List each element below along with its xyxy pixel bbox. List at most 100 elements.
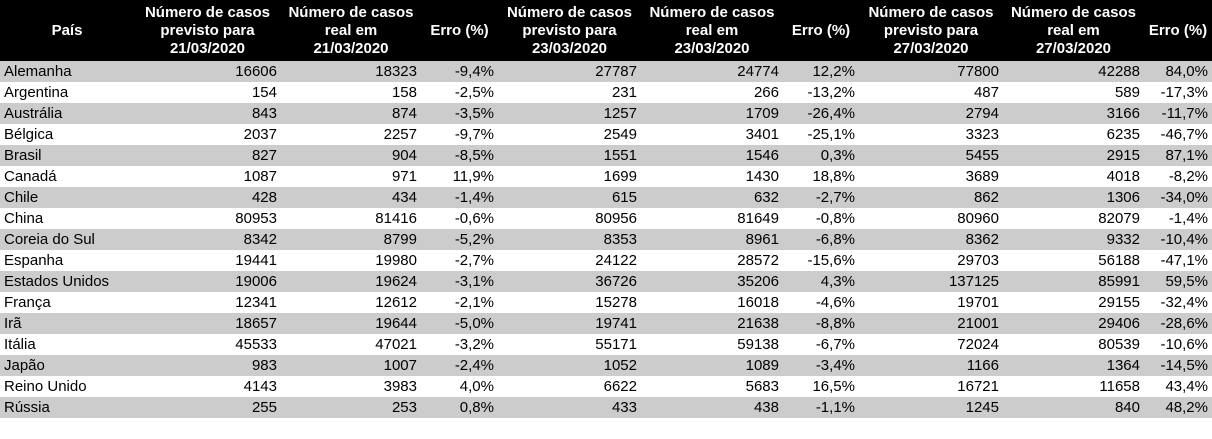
- cell-error-21-03: -5,2%: [421, 229, 498, 250]
- cell-error-27-03: -17,3%: [1144, 82, 1212, 103]
- cell-predicted-27-03: 1166: [859, 355, 1003, 376]
- cell-predicted-27-03: 487: [859, 82, 1003, 103]
- cell-real-21-03: 19644: [281, 313, 421, 334]
- table-row: Austrália 843 874 -3,5% 1257 1709 -26,4% 2794 31…: [0, 103, 1212, 124]
- cell-error-21-03: -3,1%: [421, 271, 498, 292]
- cell-error-21-03: -9,7%: [421, 124, 498, 145]
- cell-error-23-03: 4,3%: [783, 271, 859, 292]
- cell-error-23-03: -26,4%: [783, 103, 859, 124]
- covid-cases-table: País Número de casos previsto para 21/03…: [0, 0, 1212, 418]
- table-row: Estados Unidos 19006 19624 -3,1% 36726 35206 4…: [0, 271, 1212, 292]
- cell-error-23-03: -3,4%: [783, 355, 859, 376]
- header-real-23-03: Número de casos real em 23/03/2020: [641, 0, 783, 61]
- cell-predicted-23-03: 24122: [498, 250, 641, 271]
- cell-error-27-03: -11,7%: [1144, 103, 1212, 124]
- cell-real-27-03: 29155: [1003, 292, 1144, 313]
- cell-real-23-03: 632: [641, 187, 783, 208]
- cell-predicted-23-03: 15278: [498, 292, 641, 313]
- cell-real-23-03: 1430: [641, 166, 783, 187]
- cell-real-21-03: 47021: [281, 334, 421, 355]
- cell-real-21-03: 158: [281, 82, 421, 103]
- cell-real-27-03: 1306: [1003, 187, 1144, 208]
- cell-real-21-03: 19980: [281, 250, 421, 271]
- table-row: Chile 428 434 -1,4% 615 632 -2,7% 862 1306 -34,0%: [0, 187, 1212, 208]
- cell-error-21-03: -8,5%: [421, 145, 498, 166]
- cell-country: Chile: [0, 187, 134, 208]
- cell-real-23-03: 8961: [641, 229, 783, 250]
- table-row: Espanha 19441 19980 -2,7% 24122 28572 -15,6% 29…: [0, 250, 1212, 271]
- cell-real-23-03: 59138: [641, 334, 783, 355]
- cell-error-21-03: -2,1%: [421, 292, 498, 313]
- cell-real-27-03: 82079: [1003, 208, 1144, 229]
- cell-real-23-03: 1709: [641, 103, 783, 124]
- cell-predicted-27-03: 21001: [859, 313, 1003, 334]
- cell-real-23-03: 1546: [641, 145, 783, 166]
- cell-error-27-03: -14,5%: [1144, 355, 1212, 376]
- cell-error-27-03: 87,1%: [1144, 145, 1212, 166]
- cell-error-23-03: -13,2%: [783, 82, 859, 103]
- cell-error-21-03: 4,0%: [421, 376, 498, 397]
- cell-real-27-03: 56188: [1003, 250, 1144, 271]
- cell-real-27-03: 9332: [1003, 229, 1144, 250]
- cell-error-23-03: -2,7%: [783, 187, 859, 208]
- header-real-27-03: Número de casos real em 27/03/2020: [1003, 0, 1144, 61]
- table-row: Alemanha 16606 18323 -9,4% 27787 24774 12,2% 77…: [0, 61, 1212, 82]
- cell-predicted-21-03: 827: [134, 145, 281, 166]
- header-row: País Número de casos previsto para 21/03…: [0, 0, 1212, 61]
- cell-country: Reino Unido: [0, 376, 134, 397]
- cell-real-21-03: 8799: [281, 229, 421, 250]
- cell-country: Argentina: [0, 82, 134, 103]
- cell-predicted-21-03: 12341: [134, 292, 281, 313]
- header-predicted-23-03: Número de casos previsto para 23/03/2020: [498, 0, 641, 61]
- cell-predicted-23-03: 80956: [498, 208, 641, 229]
- cell-predicted-27-03: 29703: [859, 250, 1003, 271]
- cell-predicted-21-03: 4143: [134, 376, 281, 397]
- header-country: País: [0, 0, 134, 61]
- cell-real-23-03: 16018: [641, 292, 783, 313]
- cell-error-23-03: -1,1%: [783, 397, 859, 418]
- cell-predicted-21-03: 8342: [134, 229, 281, 250]
- cell-country: Coreia do Sul: [0, 229, 134, 250]
- cell-error-23-03: -6,7%: [783, 334, 859, 355]
- cell-error-23-03: -8,8%: [783, 313, 859, 334]
- cell-real-27-03: 85991: [1003, 271, 1144, 292]
- cell-error-27-03: -10,4%: [1144, 229, 1212, 250]
- cell-real-21-03: 971: [281, 166, 421, 187]
- cell-real-23-03: 266: [641, 82, 783, 103]
- cell-error-27-03: 59,5%: [1144, 271, 1212, 292]
- cell-real-21-03: 2257: [281, 124, 421, 145]
- cell-predicted-27-03: 3689: [859, 166, 1003, 187]
- cell-country: Alemanha: [0, 61, 134, 82]
- cell-real-21-03: 18323: [281, 61, 421, 82]
- cell-error-21-03: -1,4%: [421, 187, 498, 208]
- table-row: Reino Unido 4143 3983 4,0% 6622 5683 16,5% 1672…: [0, 376, 1212, 397]
- cell-predicted-23-03: 1052: [498, 355, 641, 376]
- cell-real-21-03: 874: [281, 103, 421, 124]
- cell-real-23-03: 1089: [641, 355, 783, 376]
- cell-predicted-27-03: 16721: [859, 376, 1003, 397]
- cell-real-23-03: 438: [641, 397, 783, 418]
- cell-error-21-03: 0,8%: [421, 397, 498, 418]
- cell-predicted-21-03: 19006: [134, 271, 281, 292]
- cell-predicted-27-03: 72024: [859, 334, 1003, 355]
- cell-real-23-03: 5683: [641, 376, 783, 397]
- cell-predicted-21-03: 983: [134, 355, 281, 376]
- cell-predicted-27-03: 1245: [859, 397, 1003, 418]
- cell-real-21-03: 1007: [281, 355, 421, 376]
- cell-predicted-21-03: 2037: [134, 124, 281, 145]
- cell-predicted-23-03: 615: [498, 187, 641, 208]
- cell-real-23-03: 28572: [641, 250, 783, 271]
- cell-error-23-03: 18,8%: [783, 166, 859, 187]
- cell-predicted-21-03: 1087: [134, 166, 281, 187]
- cell-error-27-03: -1,4%: [1144, 208, 1212, 229]
- table-row: Irã 18657 19644 -5,0% 19741 21638 -8,8% 21001 29…: [0, 313, 1212, 334]
- cell-country: China: [0, 208, 134, 229]
- cell-predicted-21-03: 843: [134, 103, 281, 124]
- cell-error-27-03: 84,0%: [1144, 61, 1212, 82]
- cell-real-23-03: 24774: [641, 61, 783, 82]
- table-row: Itália 45533 47021 -3,2% 55171 59138 -6,7% 7202…: [0, 334, 1212, 355]
- cell-predicted-23-03: 27787: [498, 61, 641, 82]
- table-row: Brasil 827 904 -8,5% 1551 1546 0,3% 5455 2915 87,…: [0, 145, 1212, 166]
- cell-predicted-21-03: 80953: [134, 208, 281, 229]
- cell-error-21-03: -3,5%: [421, 103, 498, 124]
